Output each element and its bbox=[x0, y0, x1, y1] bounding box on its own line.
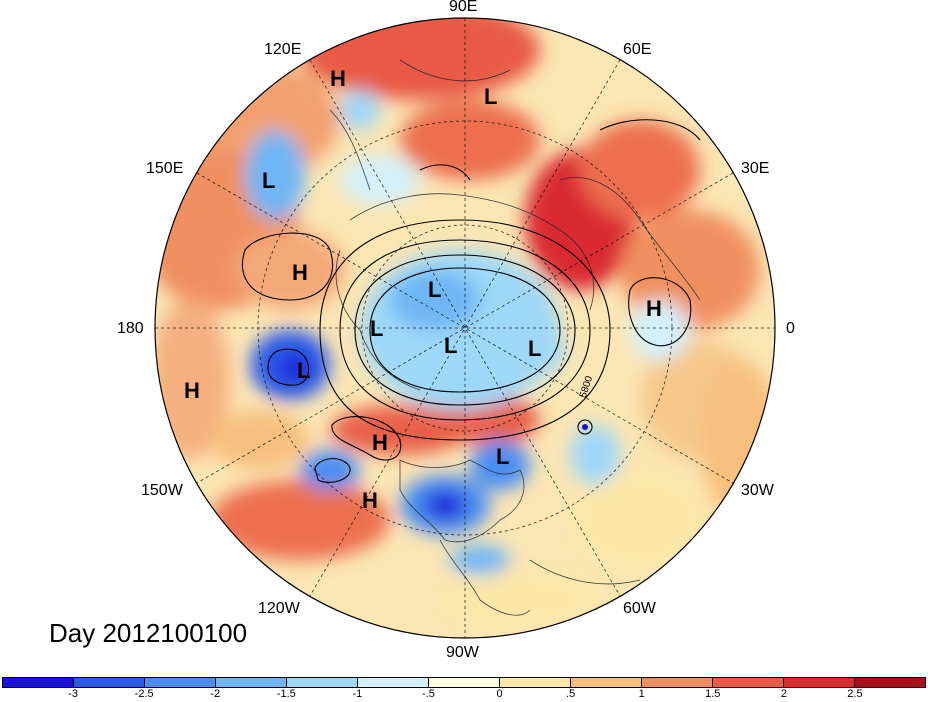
colorbar-tick-label: 0 bbox=[496, 688, 503, 700]
pressure-center: L bbox=[484, 84, 497, 109]
colorbar-tick-label: 1 bbox=[638, 688, 645, 700]
colorbar-tick-label: -1 bbox=[352, 688, 363, 700]
lon-label-120w: 120W bbox=[258, 600, 300, 617]
colorbar-segment bbox=[358, 678, 429, 687]
height-contours bbox=[241, 119, 701, 483]
colorbar-tick-label: -2.5 bbox=[134, 688, 154, 700]
lon-label-60w: 60W bbox=[623, 600, 656, 617]
colorbar-tick-label: 2 bbox=[780, 688, 787, 700]
pressure-center: L bbox=[297, 358, 310, 383]
colorbar-segment bbox=[429, 678, 500, 687]
pressure-center: H bbox=[372, 430, 388, 455]
colorbar-tick-label: -.5 bbox=[422, 688, 435, 700]
lon-label-90w: 90W bbox=[446, 644, 479, 661]
colorbar-segment bbox=[713, 678, 784, 687]
colorbar-tick-label: 1.5 bbox=[705, 688, 721, 700]
colorbar bbox=[2, 677, 926, 688]
colorbar-segment bbox=[287, 678, 358, 687]
colorbar-segment bbox=[784, 678, 855, 687]
pressure-center: H bbox=[184, 378, 200, 403]
colorbar-tick-label: .5 bbox=[566, 688, 576, 700]
pressure-center: L bbox=[262, 168, 275, 193]
anomaly-field: 5800 bbox=[155, 18, 775, 638]
pressure-center: L bbox=[444, 333, 457, 358]
pressure-center: H bbox=[292, 260, 308, 285]
graticule bbox=[155, 18, 775, 638]
colorbar-segment bbox=[642, 678, 713, 687]
pressure-center: H bbox=[646, 296, 662, 321]
colorbar-segment bbox=[74, 678, 145, 687]
colorbar-segment bbox=[216, 678, 287, 687]
lon-label-180: 180 bbox=[117, 320, 144, 337]
colorbar-tick-label: -2 bbox=[210, 688, 221, 700]
lon-label-30e: 30E bbox=[741, 160, 770, 177]
lon-label-120e: 120E bbox=[264, 41, 302, 58]
lon-label-150e: 150E bbox=[146, 160, 184, 177]
lon-label-90e: 90E bbox=[449, 0, 478, 15]
pressure-center: L bbox=[428, 277, 441, 302]
pressure-center: H bbox=[330, 66, 346, 91]
colorbar-tick-label: 2.5 bbox=[847, 688, 863, 700]
colorbar-segment bbox=[855, 678, 925, 687]
coastlines bbox=[329, 59, 701, 616]
pressure-center: L bbox=[528, 336, 541, 361]
colorbar-segment bbox=[3, 678, 74, 687]
colorbar-segment bbox=[145, 678, 216, 687]
pressure-centers: H L L H H L L L L L H H H L bbox=[184, 66, 662, 513]
colorbar-segment bbox=[500, 678, 571, 687]
map-boundary bbox=[154, 17, 776, 639]
colorbar-tick-label: -3 bbox=[68, 688, 78, 700]
pressure-center: L bbox=[370, 316, 383, 341]
lon-label-60e: 60E bbox=[623, 41, 652, 58]
colorbar-tick-label: -1.5 bbox=[276, 688, 296, 700]
pressure-center: L bbox=[496, 444, 509, 469]
colorbar-segment bbox=[571, 678, 642, 687]
lon-label-150w: 150W bbox=[141, 482, 183, 499]
day-label: Day 2012100100 bbox=[49, 618, 248, 648]
pressure-center: H bbox=[362, 488, 378, 513]
lon-label-30w: 30W bbox=[741, 482, 774, 499]
lon-label-0: 0 bbox=[786, 320, 795, 337]
